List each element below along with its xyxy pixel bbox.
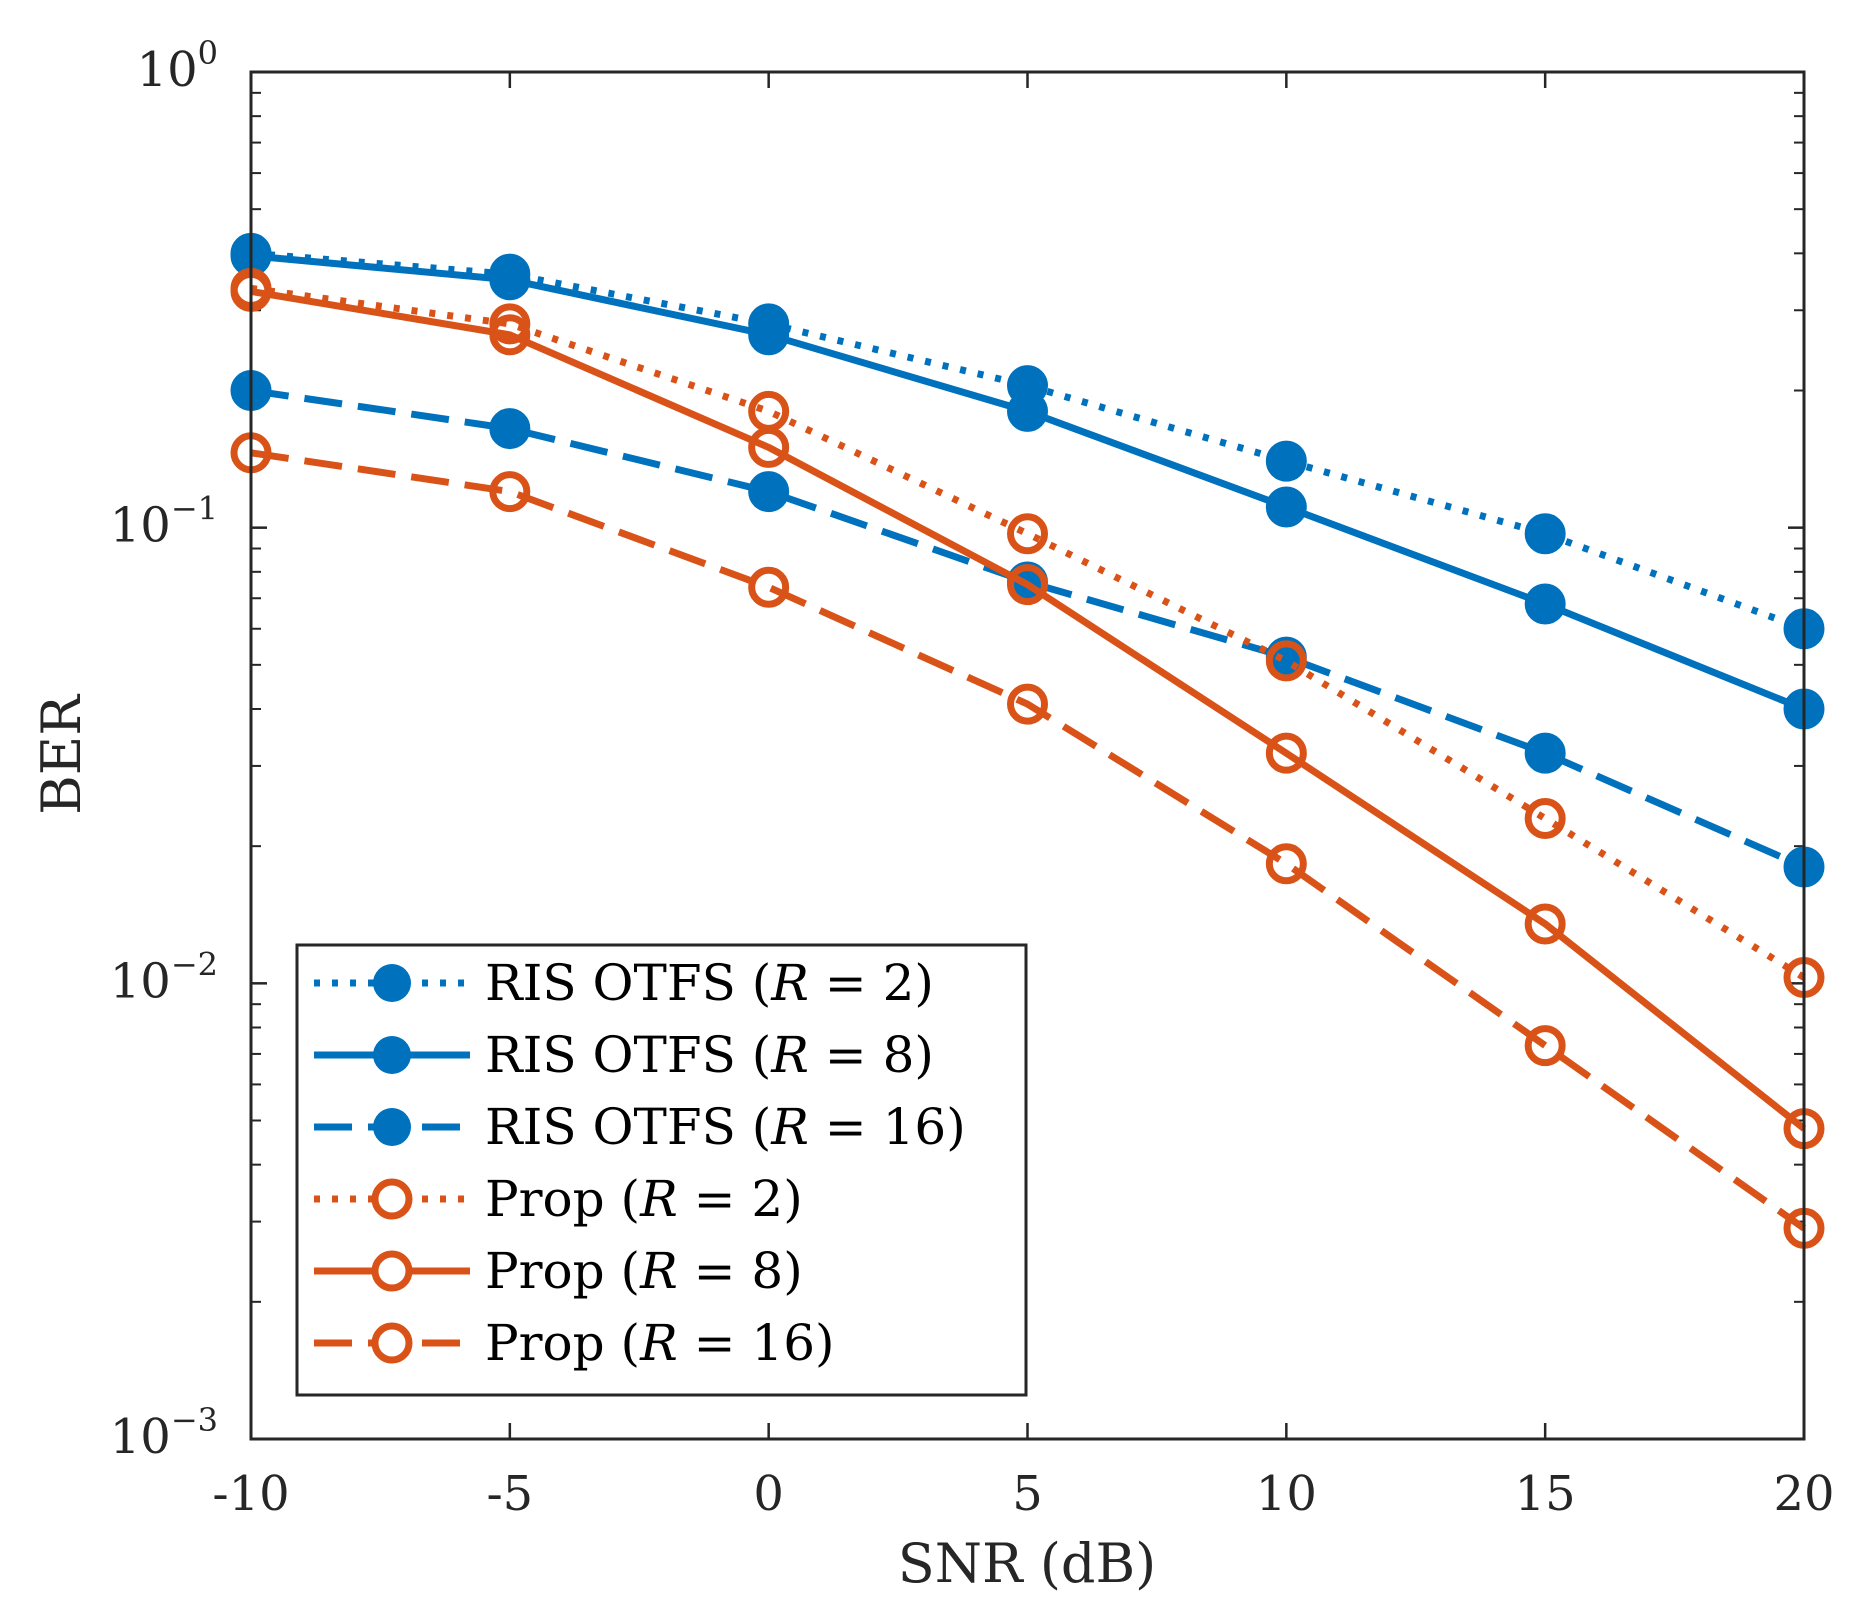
data-point-marker (1524, 798, 1566, 840)
x-tick-label: 0 (753, 1466, 784, 1522)
legend-entry: Prop (R = 16) (314, 1314, 835, 1372)
y-tick-labels: 100 10−1 10−2 10−3 (110, 34, 218, 1465)
data-point-marker (489, 259, 531, 301)
x-tick-label: -10 (212, 1466, 289, 1522)
legend-marker (371, 1250, 413, 1292)
data-point-marker (1524, 903, 1566, 945)
legend: RIS OTFS (R = 2) RIS OTFS (R = 8) RIS OTFS… (295, 943, 1028, 1397)
data-point-marker (748, 471, 790, 513)
data-point-marker (1524, 732, 1566, 774)
series-line (250, 287, 1807, 1132)
legend-marker (373, 1036, 411, 1074)
legend-entry: RIS OTFS (R = 16) (314, 1098, 966, 1156)
data-point-marker (489, 471, 531, 513)
data-point-marker (1007, 513, 1048, 555)
legend-label: Prop (R = 16) (485, 1314, 835, 1372)
plot-frame (249, 70, 1806, 1441)
data-point-marker (489, 408, 531, 450)
x-tick-label: 5 (1012, 1466, 1043, 1522)
legend-entry: RIS OTFS (R = 8) (314, 1026, 934, 1084)
y-tick-label: 10−2 (110, 945, 218, 1009)
legend-marker (373, 1108, 411, 1146)
legend-label: Prop (R = 2) (485, 1170, 803, 1228)
legend-marker (371, 1322, 413, 1364)
legend-entry: Prop (R = 2) (314, 1170, 803, 1228)
legend-label: RIS OTFS (R = 16) (485, 1098, 966, 1156)
data-point-marker (1524, 513, 1566, 555)
y-tick-label: 10−1 (110, 490, 218, 554)
data-point-marker (1007, 564, 1048, 606)
y-tick-label: 10−3 (110, 1401, 218, 1465)
x-axis-label: SNR (dB) (898, 1532, 1156, 1595)
x-tick-label: -5 (486, 1466, 533, 1522)
data-point-marker (748, 426, 790, 468)
data-point-marker (748, 566, 790, 608)
data-point-marker (1007, 683, 1048, 725)
legend-box (295, 943, 1028, 1397)
y-tick-label: 100 (137, 34, 218, 98)
data-point-marker (1524, 583, 1566, 625)
data-point-marker (1265, 732, 1307, 774)
x-tick-label: 20 (1773, 1466, 1834, 1522)
legend-entry: Prop (R = 8) (314, 1242, 803, 1300)
data-point-marker (748, 314, 790, 356)
legend-marker (373, 964, 411, 1002)
y-axis-label: BER (30, 694, 93, 815)
data-point-marker (1265, 440, 1307, 482)
x-tick-label: 10 (1256, 1466, 1317, 1522)
series-line (250, 449, 1807, 1232)
legend-label: RIS OTFS (R = 2) (485, 954, 934, 1012)
legend-label: Prop (R = 8) (485, 1242, 803, 1300)
data-point-marker (1265, 486, 1307, 528)
legend-label: RIS OTFS (R = 8) (485, 1026, 934, 1084)
x-tick-labels: -10 -5 0 5 10 15 20 (212, 1466, 1834, 1522)
data-point-marker (1265, 640, 1307, 682)
data-point-marker (489, 314, 531, 356)
legend-entry: RIS OTFS (R = 2) (314, 954, 934, 1012)
legend-marker (371, 1178, 413, 1220)
data-point-marker (1007, 390, 1048, 432)
data-point-marker (1524, 1025, 1566, 1067)
x-tick-label: 15 (1515, 1466, 1576, 1522)
data-point-marker (1265, 843, 1307, 885)
